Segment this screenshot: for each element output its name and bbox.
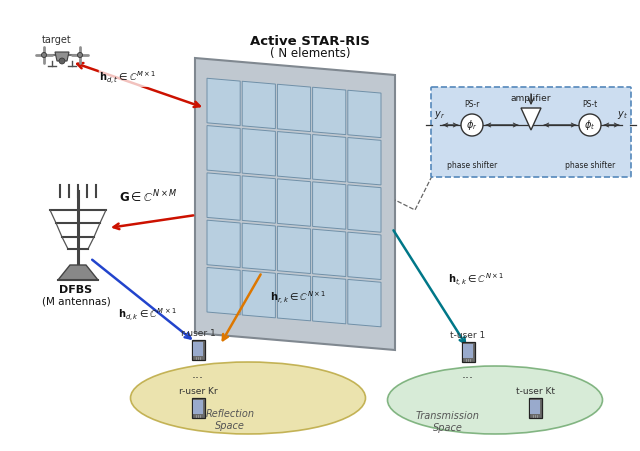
- Ellipse shape: [387, 366, 602, 434]
- Text: Transmission
Space: Transmission Space: [416, 411, 480, 433]
- Polygon shape: [463, 344, 473, 358]
- Text: ...: ...: [192, 368, 204, 381]
- Text: $\phi_r$: $\phi_r$: [466, 118, 478, 132]
- Polygon shape: [277, 179, 310, 226]
- Text: phase shifter: phase shifter: [447, 161, 497, 170]
- Polygon shape: [277, 273, 310, 321]
- Text: $\phi_t$: $\phi_t$: [584, 118, 596, 132]
- Text: $\mathbf{G} \in \mathbb{C}^{N\times M}$: $\mathbf{G} \in \mathbb{C}^{N\times M}$: [119, 189, 177, 205]
- Circle shape: [42, 52, 47, 57]
- Circle shape: [461, 114, 483, 136]
- Polygon shape: [348, 185, 381, 232]
- Polygon shape: [242, 176, 275, 223]
- Text: $y_t$: $y_t$: [617, 109, 628, 121]
- Text: target: target: [42, 35, 72, 45]
- Polygon shape: [193, 342, 203, 356]
- Text: r-user Kr: r-user Kr: [179, 387, 218, 396]
- Polygon shape: [55, 52, 69, 61]
- Polygon shape: [242, 271, 275, 318]
- Polygon shape: [529, 398, 541, 418]
- Polygon shape: [521, 108, 541, 130]
- Text: Active STAR-RIS: Active STAR-RIS: [250, 35, 370, 48]
- Polygon shape: [207, 125, 240, 173]
- Polygon shape: [193, 400, 203, 414]
- Polygon shape: [312, 229, 346, 276]
- Polygon shape: [277, 132, 310, 179]
- Polygon shape: [312, 182, 346, 229]
- Text: ( N elements): ( N elements): [269, 47, 350, 60]
- Polygon shape: [207, 173, 240, 220]
- Polygon shape: [207, 220, 240, 267]
- Text: PS-r: PS-r: [464, 100, 480, 109]
- FancyBboxPatch shape: [431, 87, 631, 177]
- Text: $\mathbf{h}_{r,k} \in \mathbb{C}^{N\times1}$: $\mathbf{h}_{r,k} \in \mathbb{C}^{N\time…: [270, 290, 326, 306]
- Polygon shape: [312, 134, 346, 182]
- Polygon shape: [348, 232, 381, 280]
- Polygon shape: [195, 58, 395, 350]
- Text: t-user Kt: t-user Kt: [515, 387, 554, 396]
- Polygon shape: [207, 78, 240, 126]
- Text: $\mathbf{h}_{d,t} \in \mathbb{C}^{M\times1}$: $\mathbf{h}_{d,t} \in \mathbb{C}^{M\time…: [99, 69, 157, 87]
- Text: ...: ...: [462, 368, 474, 382]
- Polygon shape: [242, 81, 275, 129]
- Polygon shape: [207, 267, 240, 315]
- Polygon shape: [242, 223, 275, 271]
- Circle shape: [579, 114, 601, 136]
- Text: PS-t: PS-t: [582, 100, 598, 109]
- Ellipse shape: [131, 362, 365, 434]
- Polygon shape: [277, 84, 310, 132]
- Text: (M antennas): (M antennas): [42, 296, 110, 306]
- Text: $\mathbf{h}_{t,k} \in \mathbb{C}^{N\times1}$: $\mathbf{h}_{t,k} \in \mathbb{C}^{N\time…: [448, 272, 504, 289]
- Text: Reflection
Space: Reflection Space: [205, 409, 255, 431]
- Polygon shape: [348, 138, 381, 185]
- Polygon shape: [348, 280, 381, 327]
- Polygon shape: [242, 129, 275, 176]
- Text: $\mathbf{h}_{d,k} \in \mathbb{C}^{M\times1}$: $\mathbf{h}_{d,k} \in \mathbb{C}^{M\time…: [118, 307, 177, 323]
- Text: r-user 1: r-user 1: [180, 329, 216, 338]
- Text: DFBS: DFBS: [60, 285, 93, 295]
- Polygon shape: [58, 265, 98, 280]
- Polygon shape: [348, 90, 381, 138]
- Polygon shape: [191, 398, 205, 418]
- Text: $y_r$: $y_r$: [434, 109, 445, 121]
- Polygon shape: [191, 340, 205, 360]
- Polygon shape: [461, 342, 474, 362]
- Text: amplifier: amplifier: [511, 94, 551, 103]
- Text: t-user 1: t-user 1: [451, 331, 486, 340]
- Polygon shape: [530, 400, 540, 414]
- Circle shape: [59, 58, 65, 64]
- Polygon shape: [312, 87, 346, 134]
- Text: phase shifter: phase shifter: [565, 161, 615, 170]
- Polygon shape: [312, 276, 346, 324]
- Circle shape: [77, 52, 83, 57]
- Polygon shape: [277, 226, 310, 273]
